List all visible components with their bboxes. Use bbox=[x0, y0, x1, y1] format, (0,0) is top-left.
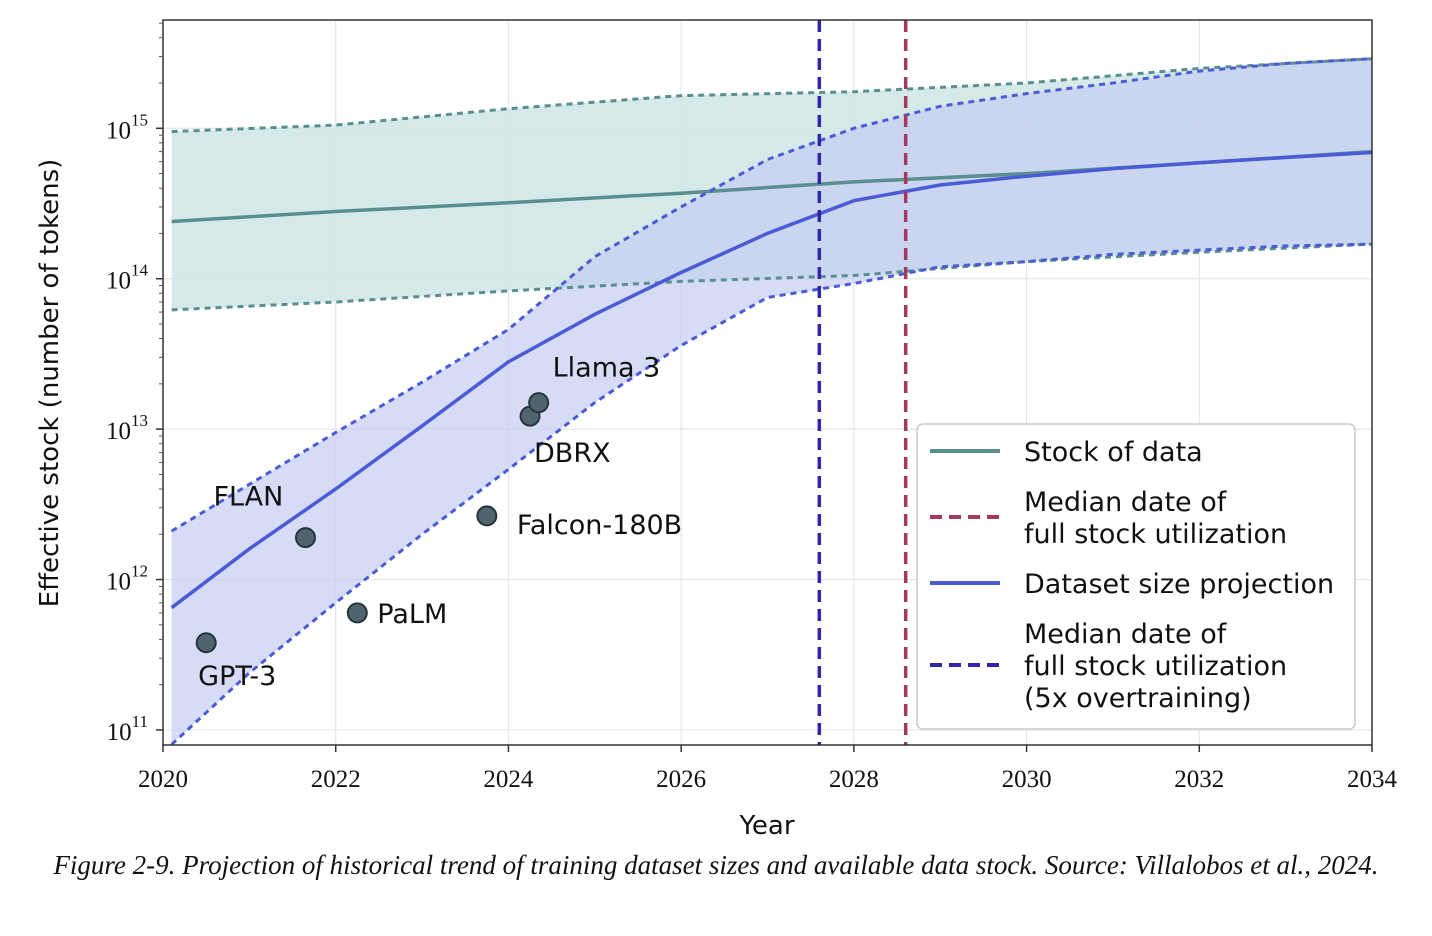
figure-caption: Figure 2-9. Projection of historical tre… bbox=[53, 850, 1379, 880]
y-tick-label: 1011 bbox=[107, 712, 148, 746]
legend-box bbox=[916, 423, 1356, 730]
lower-bound-line-0 bbox=[171, 242, 1372, 312]
model-point bbox=[528, 392, 550, 414]
legend-entry-text: full stock utilization bbox=[1024, 651, 1287, 682]
median-line-1 bbox=[170, 150, 1372, 610]
y-tick-label: 1014 bbox=[106, 261, 149, 295]
model-point bbox=[294, 527, 316, 549]
x-tick-label: 2024 bbox=[483, 766, 534, 793]
model-point bbox=[195, 632, 217, 654]
y-tick-label: 1015 bbox=[106, 110, 148, 144]
upper-bound-line-0 bbox=[171, 57, 1372, 134]
y-axis-title: Effective stock (number of tokens) bbox=[35, 159, 65, 608]
band-1 bbox=[171, 58, 1372, 745]
legend-entry-text: (5x overtraining) bbox=[1024, 683, 1252, 714]
x-tick-label: 2026 bbox=[656, 766, 706, 793]
legend-entry-text: full stock utilization bbox=[1024, 519, 1287, 550]
legend-entry-text: Median date of bbox=[1024, 619, 1228, 650]
x-axis-title: Year bbox=[738, 811, 794, 841]
plot-frame bbox=[162, 19, 1373, 746]
model-point bbox=[476, 505, 498, 527]
lines bbox=[170, 57, 1372, 745]
model-label: DBRX bbox=[534, 438, 611, 469]
model-label: GPT-3 bbox=[198, 661, 276, 692]
model-label: Falcon-180B bbox=[517, 510, 682, 541]
legend-entry-text: Dataset size projection bbox=[1024, 569, 1334, 600]
upper-bound-line-1 bbox=[170, 57, 1372, 533]
points: GPT-3 FLAN PaLM Falcon-180B DBRX Llama 3 bbox=[195, 353, 682, 692]
model-label: FLAN bbox=[213, 482, 283, 513]
model-point bbox=[346, 602, 368, 624]
ticks: 2020 2022 2024 2026 2028 2030 2032 2034 1011 1012… bbox=[106, 22, 1398, 793]
x-tick-label: 2020 bbox=[138, 766, 188, 793]
lower-bound-line-1 bbox=[170, 242, 1372, 745]
model-label: PaLM bbox=[377, 599, 447, 630]
bands bbox=[171, 58, 1372, 745]
model-label: Llama 3 bbox=[553, 353, 661, 384]
x-tick-label: 2032 bbox=[1174, 766, 1224, 793]
x-tick-label: 2034 bbox=[1347, 766, 1398, 793]
x-tick-label: 2028 bbox=[829, 766, 879, 793]
y-tick-label: 1012 bbox=[106, 562, 148, 596]
x-tick-label: 2022 bbox=[311, 766, 361, 793]
x-tick-label: 2030 bbox=[1002, 766, 1052, 793]
vlines bbox=[817, 20, 908, 745]
legend-entry-text: Median date of bbox=[1024, 487, 1228, 518]
y-tick-label: 1013 bbox=[106, 411, 148, 445]
chart: GPT-3 FLAN PaLM Falcon-180B DBRX Llama 3 2020… bbox=[35, 19, 1398, 841]
legend-entry-text: Stock of data bbox=[1024, 437, 1203, 468]
